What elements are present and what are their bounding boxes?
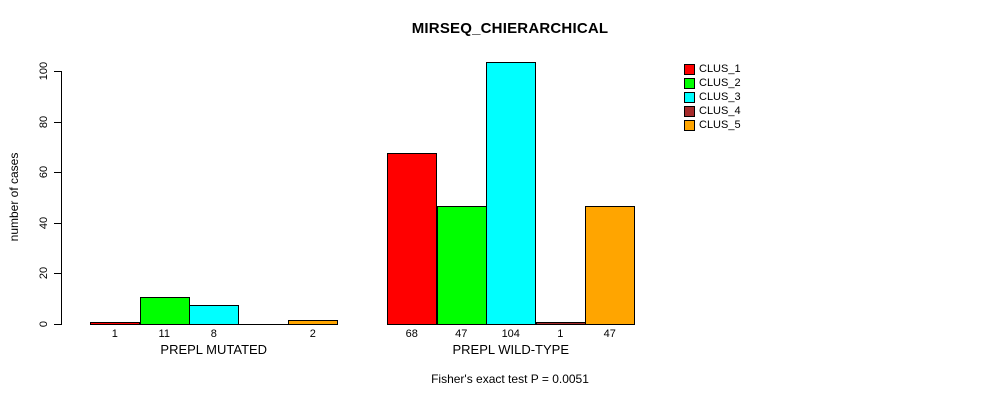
- legend-color-swatch-icon: [684, 119, 695, 131]
- bar-value-label: 104: [501, 328, 520, 340]
- bar: [90, 322, 140, 325]
- y-tick: [54, 172, 61, 174]
- y-axis-label: number of cases: [7, 152, 21, 242]
- bar: [387, 153, 437, 325]
- bar-value-label: 2: [309, 328, 316, 340]
- bar: [189, 305, 239, 325]
- bar-value-label: 1: [557, 328, 564, 340]
- bar-value-label: 68: [405, 328, 418, 340]
- y-axis-line: [61, 71, 62, 325]
- stat-annotation: Fisher's exact test P = 0.0051: [431, 372, 589, 386]
- bar: [585, 206, 635, 325]
- legend-entry-label: CLUS_1: [699, 63, 741, 75]
- y-tick: [54, 222, 61, 224]
- legend-entry-label: CLUS_2: [699, 77, 741, 89]
- bar: [288, 320, 338, 325]
- bar-value-label: 11: [158, 328, 170, 340]
- legend-color-swatch-icon: [684, 105, 695, 117]
- bar: [139, 297, 190, 325]
- y-tick-label: 60: [38, 166, 50, 179]
- legend-entry: CLUS_3: [684, 90, 741, 104]
- bar-value-label: 47: [455, 328, 468, 340]
- legend-entry: CLUS_4: [684, 104, 741, 118]
- y-tick: [54, 121, 61, 123]
- legend-entry-label: CLUS_4: [699, 105, 741, 117]
- bar: [436, 206, 487, 325]
- legend-entry: CLUS_2: [684, 76, 741, 90]
- legend-entry-label: CLUS_3: [699, 91, 741, 103]
- bar: [486, 62, 536, 325]
- y-tick-label: 0: [38, 320, 50, 328]
- y-tick-label: 80: [38, 115, 50, 128]
- group-label: PREPL MUTATED: [160, 342, 268, 357]
- legend-entry: CLUS_1: [684, 62, 741, 76]
- chart-title: MIRSEQ_CHIERARCHICAL: [411, 20, 609, 37]
- bar: [535, 322, 586, 325]
- y-tick-label: 40: [38, 216, 50, 229]
- legend-entry-label: CLUS_5: [699, 119, 741, 131]
- y-tick: [54, 71, 61, 72]
- legend-entry: CLUS_5: [684, 118, 741, 132]
- legend-color-swatch-icon: [684, 63, 695, 75]
- y-tick-label: 20: [38, 267, 50, 280]
- y-tick: [54, 324, 61, 325]
- legend-color-swatch-icon: [684, 77, 695, 89]
- bar-value-label: 1: [111, 328, 118, 340]
- group-label: PREPL WILD-TYPE: [452, 342, 570, 357]
- bar-value-label: 47: [603, 328, 616, 340]
- legend: CLUS_1 CLUS_2 CLUS_3 CLUS_4 CLUS_5: [684, 62, 741, 132]
- legend-color-swatch-icon: [684, 91, 695, 103]
- y-tick: [54, 273, 61, 275]
- bar-value-label: 8: [210, 328, 217, 340]
- y-tick-label: 100: [38, 61, 50, 81]
